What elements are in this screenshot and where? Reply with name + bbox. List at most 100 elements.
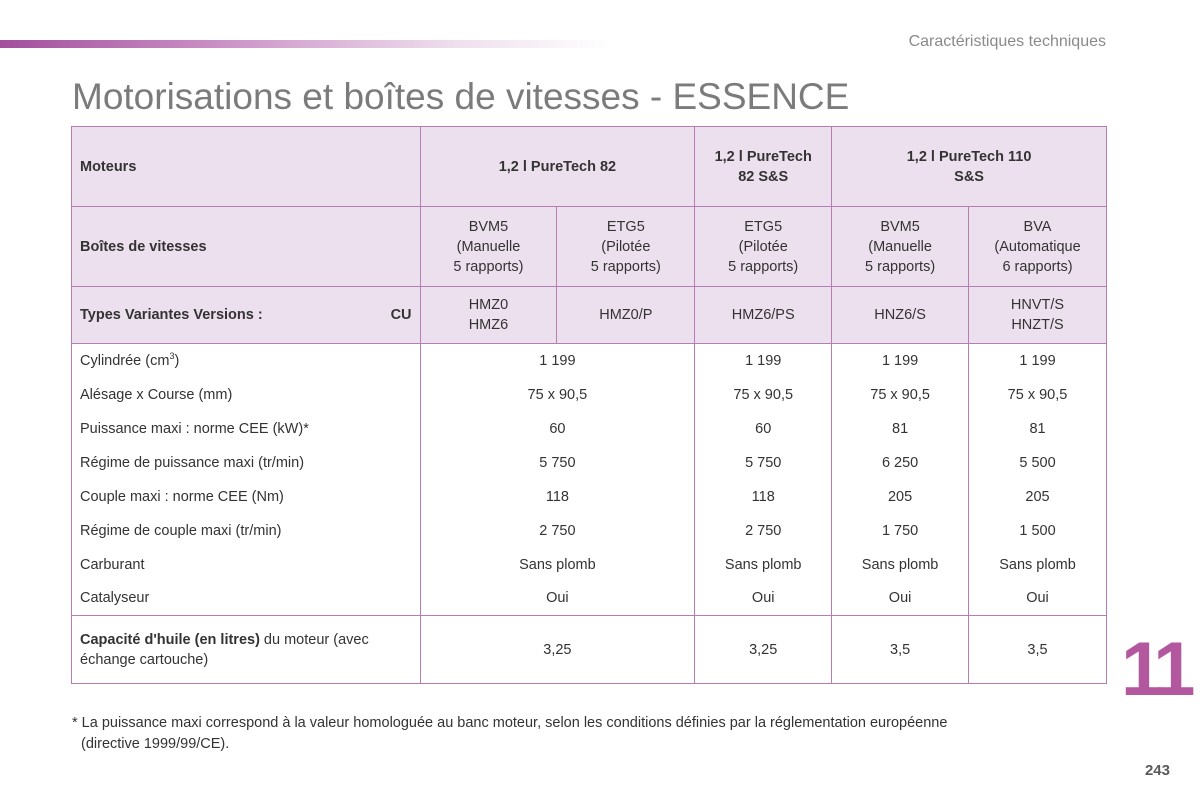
- row-value: 2 750: [694, 513, 833, 548]
- row-value: 75 x 90,5: [968, 377, 1107, 412]
- row-value: Sans plomb: [968, 547, 1107, 582]
- row-value: Oui: [694, 581, 833, 616]
- type-cell: HNZ6/S: [831, 286, 970, 344]
- engine-3-line2: S&S: [954, 168, 984, 185]
- gearbox-cell: ETG5 (Pilotée 5 rapports): [556, 206, 696, 287]
- type-code: HMZ6: [468, 317, 509, 333]
- footnote-line2: (directive 1999/99/CE).: [81, 736, 230, 752]
- type-code: HNVT/S: [1010, 297, 1065, 313]
- table-row: Catalyseur Oui Oui Oui Oui: [71, 581, 1107, 616]
- boites-label: Boîtes de vitesses: [71, 206, 421, 287]
- row-value: 205: [831, 479, 970, 514]
- row-value: 3,5: [831, 615, 970, 684]
- gearbox-type: (Manuelle: [456, 238, 521, 255]
- specs-table: Moteurs 1,2 l PureTech 82 1,2 l PureTech…: [71, 126, 1107, 684]
- gearbox-cell: ETG5 (Pilotée 5 rapports): [694, 206, 833, 287]
- row-value: 118: [694, 479, 833, 514]
- row-value: 1 199: [419, 343, 696, 378]
- footnote: * La puissance maxi correspond à la vale…: [72, 713, 1062, 755]
- row-value: 3,5: [968, 615, 1107, 684]
- row-value: 5 500: [968, 445, 1107, 480]
- gearbox-type: (Manuelle: [868, 238, 932, 255]
- gearbox-code: BVM5: [468, 218, 509, 235]
- types-suffix: CU: [390, 307, 412, 323]
- type-code: HMZ0: [468, 297, 509, 313]
- row-label: Alésage x Course (mm): [71, 377, 421, 412]
- row-value: 2 750: [419, 513, 696, 548]
- oil-label-line2: échange cartouche): [80, 651, 209, 668]
- gearbox-cell: BVM5 (Manuelle 5 rapports): [419, 206, 558, 287]
- row-label: Puissance maxi : norme CEE (kW)*: [71, 411, 421, 446]
- row-label: Régime de puissance maxi (tr/min): [71, 445, 421, 480]
- row-label: Carburant: [71, 547, 421, 582]
- row-label: Cylindrée (cm3): [71, 343, 421, 378]
- type-code: HMZ6/PS: [731, 307, 795, 323]
- label-text: ): [174, 352, 180, 369]
- oil-capacity-row: Capacité d'huile (en litres) du moteur (…: [71, 615, 1107, 684]
- table-row: Régime de puissance maxi (tr/min) 5 750 …: [71, 445, 1107, 480]
- engine-2-header: 1,2 l PureTech 82 S&S: [694, 126, 833, 207]
- gearbox-ratios: 5 rapports): [865, 258, 936, 275]
- row-label: Régime de couple maxi (tr/min): [71, 513, 421, 548]
- row-value: 75 x 90,5: [831, 377, 970, 412]
- gearbox-ratios: 5 rapports): [590, 258, 661, 275]
- footnote-line1: * La puissance maxi correspond à la vale…: [72, 715, 948, 731]
- row-value: Sans plomb: [419, 547, 696, 582]
- engine-2-line1: 1,2 l PureTech: [714, 148, 812, 165]
- row-value: Sans plomb: [694, 547, 833, 582]
- row-value: 6 250: [831, 445, 970, 480]
- row-value: Oui: [419, 581, 696, 616]
- gearbox-code: ETG5: [606, 218, 645, 235]
- gearbox-cell: BVA (Automatique 6 rapports): [968, 206, 1107, 287]
- engine-3-header: 1,2 l PureTech 110 S&S: [831, 126, 1107, 207]
- row-value: 1 500: [968, 513, 1107, 548]
- row-label: Catalyseur: [71, 581, 421, 616]
- page-number: 243: [1144, 762, 1170, 779]
- row-value: 60: [694, 411, 833, 446]
- gearbox-code: BVM5: [880, 218, 920, 235]
- engine-3-line1: 1,2 l PureTech 110: [906, 148, 1032, 165]
- types-label-cell: Types Variantes Versions : CU: [71, 286, 421, 344]
- section-header: Caractéristiques techniques: [908, 33, 1106, 50]
- row-value: 118: [419, 479, 696, 514]
- row-value: 60: [419, 411, 696, 446]
- gearbox-cell: BVM5 (Manuelle 5 rapports): [831, 206, 970, 287]
- table-row: Alésage x Course (mm) 75 x 90,5 75 x 90,…: [71, 377, 1107, 412]
- type-cell: HMZ6/PS: [694, 286, 833, 344]
- row-value: 1 199: [694, 343, 833, 378]
- page-title: Motorisations et boîtes de vitesses - ES…: [72, 76, 850, 117]
- label-superscript: 3: [169, 350, 175, 361]
- header-accent-bar: [0, 40, 610, 48]
- row-value: 1 750: [831, 513, 970, 548]
- type-code: HNZT/S: [1011, 317, 1064, 333]
- table-row: Carburant Sans plomb Sans plomb Sans plo…: [71, 547, 1107, 582]
- row-value: 75 x 90,5: [419, 377, 696, 412]
- row-value: 3,25: [419, 615, 696, 684]
- gearbox-type: (Pilotée: [601, 238, 651, 255]
- type-code: HMZ0/P: [599, 307, 653, 323]
- type-cell: HNVT/S HNZT/S: [968, 286, 1107, 344]
- type-cell: HMZ0/P: [556, 286, 696, 344]
- gearbox-code: BVA: [1023, 218, 1052, 235]
- row-value: 5 750: [694, 445, 833, 480]
- row-value: 81: [968, 411, 1107, 446]
- row-value: 3,25: [694, 615, 833, 684]
- row-value: 205: [968, 479, 1107, 514]
- chapter-number: 11: [1121, 627, 1195, 712]
- row-value: 75 x 90,5: [694, 377, 833, 412]
- gearbox-type: (Automatique: [994, 238, 1081, 255]
- gearbox-row: Boîtes de vitesses BVM5 (Manuelle 5 rapp…: [71, 206, 1107, 287]
- gearbox-code: ETG5: [744, 218, 783, 235]
- table-row: Couple maxi : norme CEE (Nm) 118 118 205…: [71, 479, 1107, 514]
- types-label: Types Variantes Versions :: [80, 307, 263, 323]
- row-value: 1 199: [831, 343, 970, 378]
- table-row: Régime de couple maxi (tr/min) 2 750 2 7…: [71, 513, 1107, 548]
- label-text: Cylindrée (cm: [80, 352, 170, 369]
- engine-2-line2: 82 S&S: [738, 168, 789, 185]
- moteurs-label: Moteurs: [71, 126, 421, 207]
- row-value: Oui: [968, 581, 1107, 616]
- types-row: Types Variantes Versions : CU HMZ0 HMZ6 …: [71, 286, 1107, 344]
- engines-row: Moteurs 1,2 l PureTech 82 1,2 l PureTech…: [71, 126, 1107, 207]
- oil-label-bold: Capacité d'huile (en litres): [80, 631, 260, 648]
- row-value: 5 750: [419, 445, 696, 480]
